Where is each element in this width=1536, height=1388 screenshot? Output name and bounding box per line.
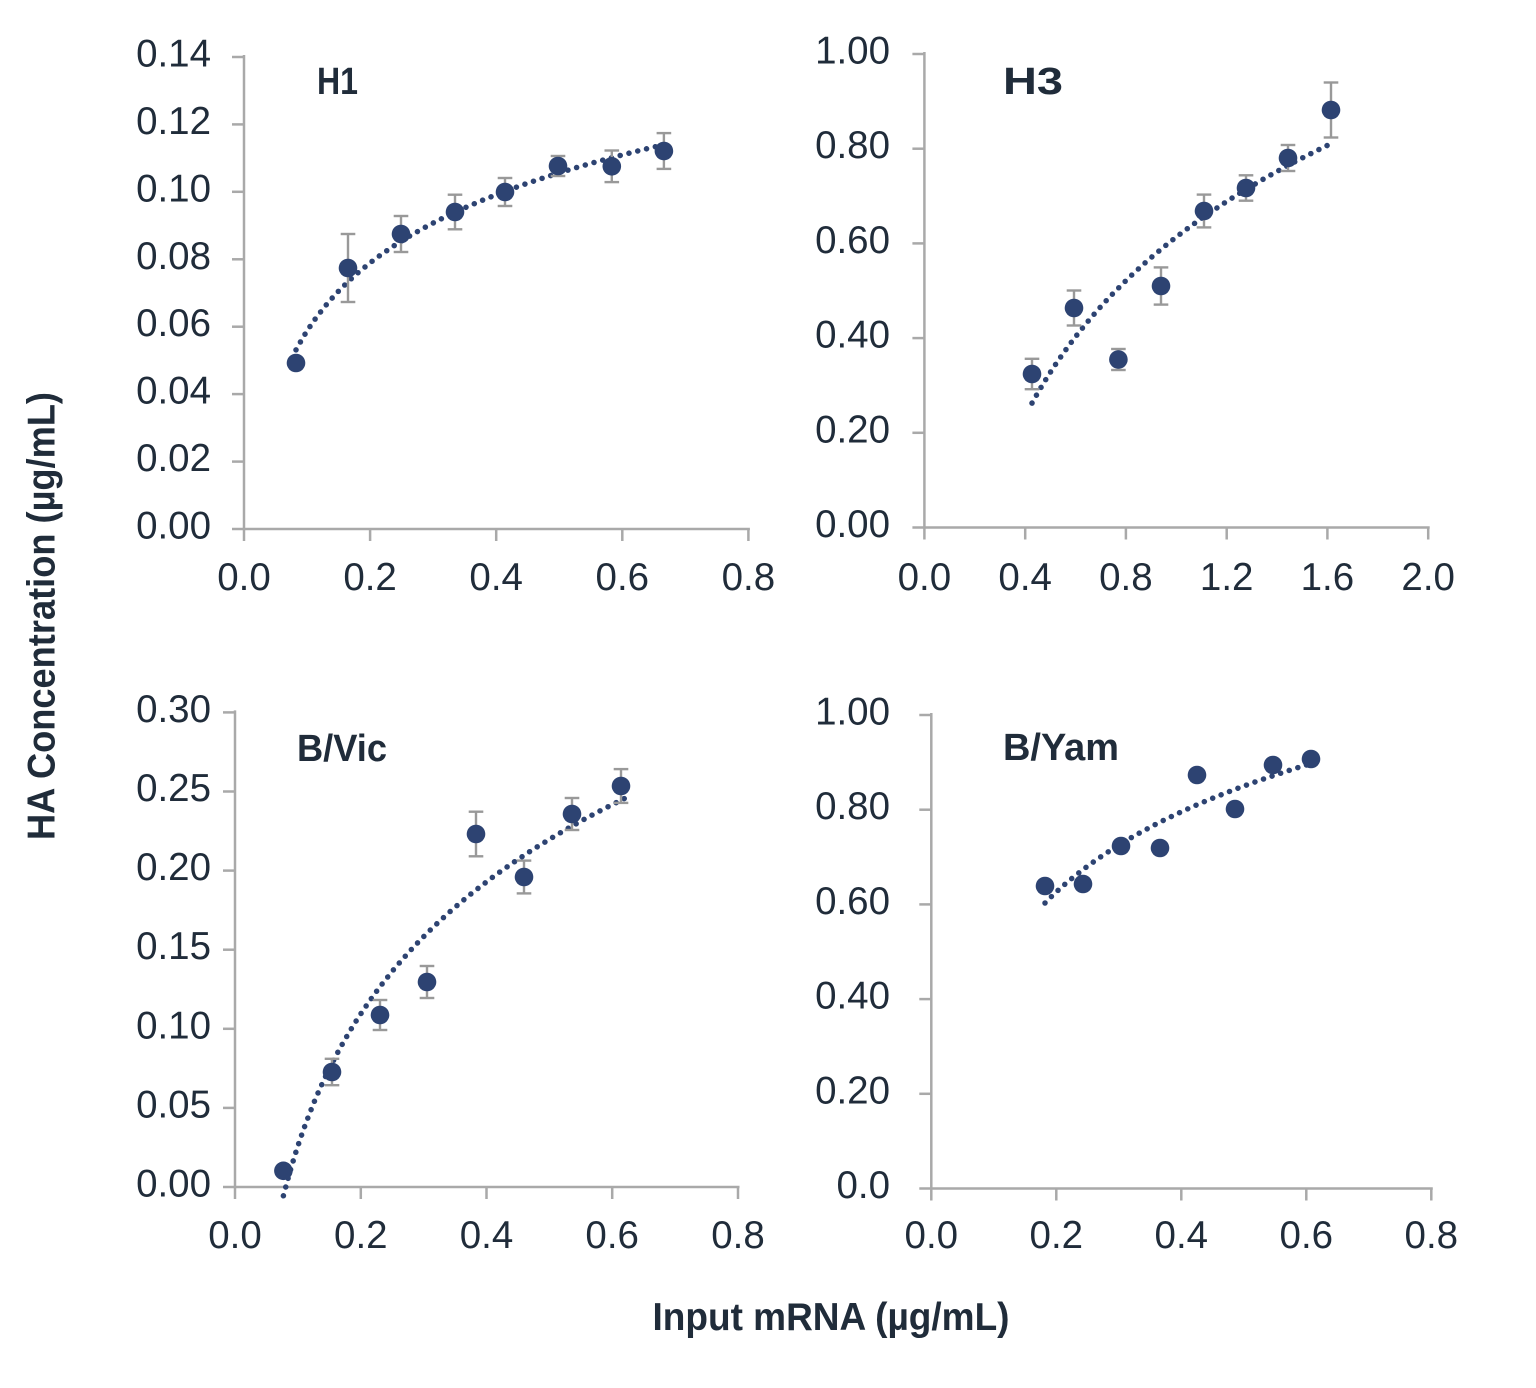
svg-text:0.20: 0.20	[815, 1069, 890, 1112]
svg-text:0.4: 0.4	[460, 1214, 514, 1257]
svg-text:0.12: 0.12	[136, 100, 211, 143]
svg-text:0.05: 0.05	[136, 1083, 211, 1126]
svg-text:2.0: 2.0	[1401, 556, 1455, 599]
svg-text:0.40: 0.40	[815, 314, 890, 357]
svg-text:0.0: 0.0	[836, 1164, 890, 1207]
svg-text:0.20: 0.20	[136, 846, 211, 889]
svg-text:0.0: 0.0	[208, 1214, 262, 1257]
svg-text:B/Vic: B/Vic	[297, 728, 387, 770]
svg-text:1.00: 1.00	[815, 691, 890, 734]
svg-text:B/Yam: B/Yam	[1003, 727, 1119, 769]
svg-text:0.14: 0.14	[136, 33, 211, 76]
svg-text:0.6: 0.6	[596, 556, 650, 599]
svg-text:Input mRNA (µg/mL): Input mRNA (µg/mL)	[653, 1296, 1010, 1339]
svg-text:0.60: 0.60	[815, 219, 890, 262]
svg-text:0.15: 0.15	[136, 925, 211, 968]
svg-text:0.02: 0.02	[136, 437, 211, 480]
svg-text:0.80: 0.80	[815, 124, 890, 167]
svg-text:0.8: 0.8	[1405, 1214, 1459, 1257]
svg-text:0.4: 0.4	[469, 556, 523, 599]
svg-text:0.80: 0.80	[815, 785, 890, 828]
svg-text:0.2: 0.2	[334, 1214, 388, 1257]
svg-text:0.2: 0.2	[1030, 1214, 1084, 1257]
svg-text:0.4: 0.4	[998, 556, 1052, 599]
svg-text:0.30: 0.30	[136, 688, 211, 731]
svg-text:0.10: 0.10	[136, 167, 211, 210]
svg-text:1.6: 1.6	[1301, 556, 1355, 599]
svg-text:0.4: 0.4	[1155, 1214, 1209, 1257]
svg-text:0.08: 0.08	[136, 235, 211, 278]
svg-text:1.2: 1.2	[1200, 556, 1254, 599]
svg-text:HA Concentration (µg/mL): HA Concentration (µg/mL)	[21, 392, 64, 840]
svg-text:0.00: 0.00	[815, 503, 890, 546]
svg-text:0.6: 0.6	[1280, 1214, 1334, 1257]
svg-text:1.00: 1.00	[815, 30, 890, 73]
svg-text:H1: H1	[317, 61, 358, 103]
svg-text:0.8: 0.8	[1099, 556, 1153, 599]
svg-text:0.06: 0.06	[136, 302, 211, 345]
svg-text:0.40: 0.40	[815, 975, 890, 1018]
svg-text:0.60: 0.60	[815, 880, 890, 923]
svg-text:0.8: 0.8	[711, 1214, 765, 1257]
svg-text:0.0: 0.0	[898, 556, 952, 599]
svg-text:0.04: 0.04	[136, 370, 211, 413]
svg-text:0.25: 0.25	[136, 767, 211, 810]
svg-text:0.00: 0.00	[136, 1163, 211, 1206]
svg-text:H3: H3	[1003, 61, 1063, 103]
svg-text:0.0: 0.0	[905, 1214, 959, 1257]
svg-text:0.6: 0.6	[585, 1214, 639, 1257]
svg-text:0.8: 0.8	[722, 556, 776, 599]
svg-text:0.2: 0.2	[343, 556, 397, 599]
svg-text:0.20: 0.20	[815, 408, 890, 451]
svg-text:0.00: 0.00	[136, 505, 211, 548]
svg-text:0.0: 0.0	[217, 556, 271, 599]
svg-text:0.10: 0.10	[136, 1004, 211, 1047]
